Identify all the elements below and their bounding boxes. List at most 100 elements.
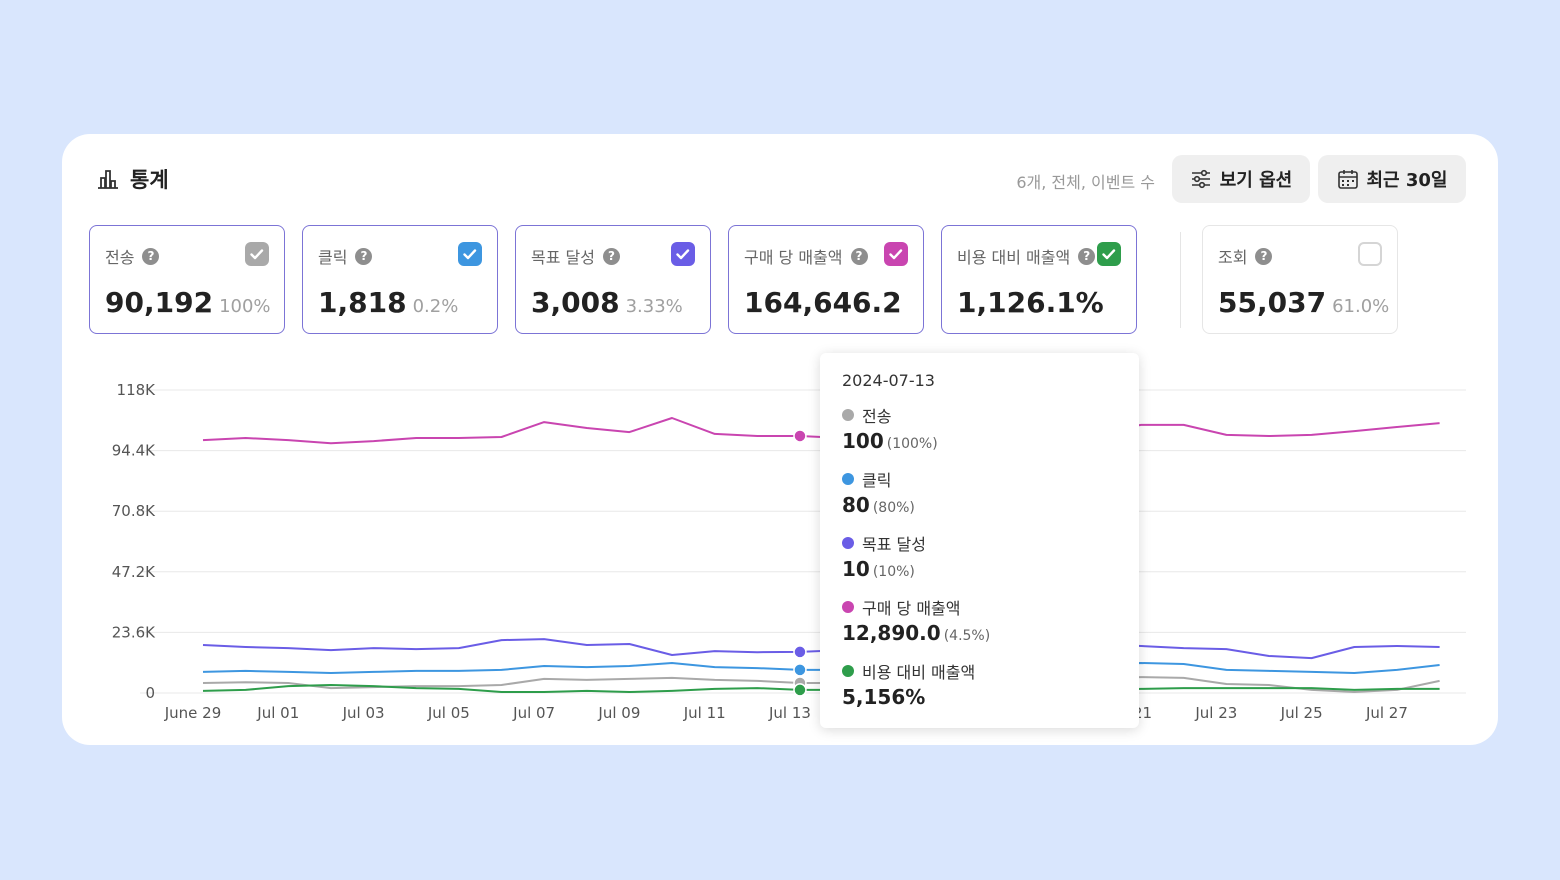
help-icon: ? <box>142 247 160 265</box>
metric-card[interactable]: 목표 달성? 3,008 3.33% <box>515 225 711 334</box>
checkbox <box>884 242 908 266</box>
divider <box>1180 232 1181 328</box>
metric-name: 목표 달성 <box>531 248 595 267</box>
metric-percent: 100% <box>219 296 271 317</box>
value-share: (4.5%) <box>943 628 991 644</box>
metric-card[interactable]: 클릭? 1,818 0.2% <box>302 225 498 334</box>
metric-value: 90,192 100% <box>105 286 271 319</box>
checkbox <box>1358 242 1382 266</box>
metric-label: 전송? <box>105 244 160 268</box>
highlight-point <box>793 429 807 443</box>
chart: 0 23.6K 47.2K 70.8K 94.4K 118K June 29 Jul 01 Ju… <box>112 381 1466 722</box>
checkbox <box>671 242 695 266</box>
x-tick-label: Jul 25 <box>1280 704 1323 722</box>
check-mark <box>250 249 264 260</box>
metric-value: 164,646.2 <box>744 286 902 319</box>
legend-dot <box>842 537 854 549</box>
x-tick-label: Jul 03 <box>342 704 385 722</box>
tooltip: 2024-07-13 전송 100 (100%) 클릭 80 (80%) 목표 달성 10 (1… <box>820 353 1139 728</box>
metric-card[interactable]: 구매 당 매출액? 164,646.2 <box>728 225 924 334</box>
y-tick-label: 70.8K <box>112 502 156 520</box>
series-name: 전송 <box>862 407 892 426</box>
value-text: 90,192 <box>105 286 214 319</box>
tooltip-series: 구매 당 매출액 <box>842 595 961 619</box>
tooltip-series: 전송 <box>842 403 891 427</box>
y-tick-label: 0 <box>145 684 155 702</box>
checkbox <box>1097 242 1121 266</box>
tooltip-value: 10 (10%) <box>842 557 915 581</box>
summary: 6개, 전체, 이벤트 수 <box>1016 173 1155 192</box>
metric-value: 1,126.1% <box>957 286 1104 319</box>
series-name: 목표 달성 <box>862 535 926 554</box>
value-text: 55,037 <box>1218 286 1327 319</box>
metric-name: 클릭 <box>318 248 348 267</box>
stats-card: 0 23.6K 47.2K 70.8K 94.4K 118K June 29 Jul 01 Ju… <box>62 134 1498 745</box>
check-mark <box>463 249 477 260</box>
help-icon: ? <box>1078 247 1096 265</box>
view-options-button[interactable]: 보기 옵션 <box>1172 155 1310 203</box>
value-text: 100 <box>842 429 884 453</box>
x-tick-label: Jul 07 <box>512 704 555 722</box>
value-share: (100%) <box>886 436 938 452</box>
legend-dot <box>842 665 854 677</box>
value-text: 3,008 <box>531 286 620 319</box>
calendar-icon <box>1337 170 1358 189</box>
date-range-button[interactable]: 최근 30일 <box>1318 155 1466 203</box>
highlight-point <box>793 663 807 677</box>
value-text: 12,890.0 <box>842 621 941 645</box>
x-tick-label: Jul 27 <box>1365 704 1408 722</box>
y-tick-label: 94.4K <box>112 442 156 460</box>
metric-label: 클릭? <box>318 244 373 268</box>
card-title: 통계 <box>96 164 169 194</box>
chart-icon <box>98 170 118 189</box>
metric-percent: 61.0% <box>1332 296 1390 317</box>
tooltip-value: 80 (80%) <box>842 493 915 517</box>
value-text: 164,646.2 <box>744 286 902 319</box>
highlight-point <box>793 683 807 697</box>
help-icon: ? <box>1255 247 1273 265</box>
metric-name: 전송 <box>105 248 135 267</box>
checkbox <box>245 242 269 266</box>
legend-dot <box>842 601 854 613</box>
value-text: 10 <box>842 557 870 581</box>
metric-percent: 0.2% <box>412 296 459 317</box>
metric-card[interactable]: 전송? 90,192 100% <box>89 225 285 334</box>
series-name: 구매 당 매출액 <box>862 599 961 618</box>
x-tick-label: Jul 13 <box>768 704 811 722</box>
value-share: (10%) <box>872 564 915 580</box>
help-icon: ? <box>355 247 373 265</box>
value-text: 5,156% <box>842 685 926 709</box>
y-tick-label: 118K <box>117 381 157 399</box>
y-tick-label: 47.2K <box>112 563 156 581</box>
value-share: (80%) <box>872 500 915 516</box>
sliders-icon <box>1191 169 1210 189</box>
check-mark <box>889 249 903 260</box>
metric-name: 구매 당 매출액 <box>744 248 843 267</box>
series-name: 클릭 <box>862 471 892 490</box>
tooltip-series: 클릭 <box>842 467 891 491</box>
value-text: 80 <box>842 493 870 517</box>
legend-dot <box>842 409 854 421</box>
x-tick-label: Jul 09 <box>597 704 640 722</box>
button-label: 최근 30일 <box>1366 170 1448 191</box>
series-name: 비용 대비 매출액 <box>862 663 976 682</box>
metric-label: 목표 달성? <box>531 244 620 268</box>
help-icon: ? <box>850 247 868 265</box>
metric-card[interactable]: 비용 대비 매출액? 1,126.1% <box>941 225 1137 334</box>
x-tick-label: Jul 23 <box>1194 704 1237 722</box>
value-text: 1,126.1% <box>957 286 1104 319</box>
tooltip-date: 2024-07-13 <box>842 371 935 390</box>
metric-name: 비용 대비 매출액 <box>957 248 1071 267</box>
metric-card[interactable]: 조회? 55,037 61.0% <box>1202 225 1398 334</box>
y-tick-label: 23.6K <box>112 623 156 641</box>
metric-percent: 3.33% <box>625 296 683 317</box>
checkbox <box>458 242 482 266</box>
x-tick-label: Jul 01 <box>256 704 299 722</box>
x-tick-label: Jul 05 <box>427 704 470 722</box>
tooltip-value: 12,890.0 (4.5%) <box>842 621 990 645</box>
title-text: 통계 <box>130 168 169 192</box>
check-mark <box>1102 249 1116 260</box>
x-tick-label: June 29 <box>164 704 222 722</box>
metric-label: 조회? <box>1218 244 1273 268</box>
